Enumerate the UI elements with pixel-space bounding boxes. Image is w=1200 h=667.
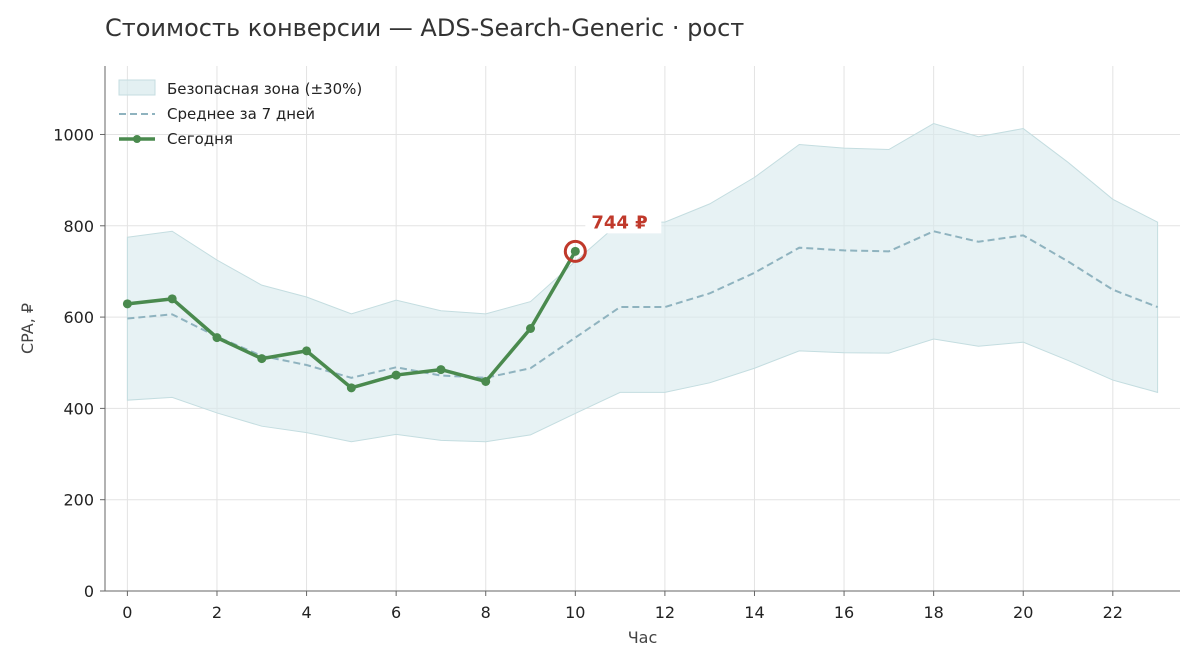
highlight-label-bg xyxy=(585,207,662,234)
y-tick-label: 600 xyxy=(63,308,94,327)
today-point xyxy=(167,294,177,304)
safe-zone-band xyxy=(126,122,1159,443)
today-point xyxy=(570,246,580,256)
x-tick-label: 18 xyxy=(923,603,943,622)
highlight-annotation: 744 ₽ xyxy=(563,207,662,263)
y-tick-label: 800 xyxy=(63,217,94,236)
tick-labels: 0 2 4 6 8 10 12 14 16 18 20 22 0 200 400 600 800 1000 xyxy=(53,125,1123,622)
today-point xyxy=(212,333,222,343)
x-tick-label: 14 xyxy=(744,603,764,622)
x-tick-label: 10 xyxy=(565,603,585,622)
legend-average-label: Среднее за 7 дней xyxy=(167,105,315,123)
average-line xyxy=(127,230,1158,379)
today-point xyxy=(436,365,446,375)
legend-today-marker xyxy=(133,135,141,143)
x-tick-label: 20 xyxy=(1013,603,1033,622)
x-tick-label: 2 xyxy=(212,603,222,622)
average-series xyxy=(127,230,1158,379)
today-point xyxy=(257,354,267,364)
x-tick-label: 8 xyxy=(481,603,491,622)
today-series xyxy=(122,246,580,393)
highlight-label: 744 ₽ xyxy=(591,212,647,233)
x-tick-label: 4 xyxy=(301,603,311,622)
legend-today-label: Сегодня xyxy=(167,130,233,148)
legend-band-swatch xyxy=(118,79,156,96)
x-axis-label: Час xyxy=(628,628,658,647)
y-tick-label: 0 xyxy=(84,582,94,601)
axis-labels: Час CPA, ₽ xyxy=(18,303,657,647)
safe-zone-area xyxy=(126,122,1159,443)
y-tick-label: 200 xyxy=(63,491,94,510)
legend-band-label: Безопасная зона (±30%) xyxy=(167,80,362,98)
legend: Безопасная зона (±30%) Среднее за 7 дней С… xyxy=(118,79,362,148)
highlight-ring xyxy=(563,239,587,263)
x-tick-label: 22 xyxy=(1103,603,1123,622)
y-axis-label: CPA, ₽ xyxy=(18,303,37,354)
today-point xyxy=(391,370,401,380)
x-tick-label: 6 xyxy=(391,603,401,622)
today-point xyxy=(526,324,536,333)
x-tick-label: 16 xyxy=(834,603,854,622)
y-tick-label: 1000 xyxy=(53,125,94,144)
x-tick-label: 0 xyxy=(122,603,132,622)
today-point xyxy=(346,383,356,393)
axes xyxy=(104,66,1180,592)
chart-title: Стоимость конверсии — ADS-Search-Generic… xyxy=(105,14,745,42)
today-point xyxy=(481,376,491,386)
x-tick-label: 12 xyxy=(655,603,675,622)
y-tick-label: 400 xyxy=(63,399,94,418)
today-point xyxy=(122,299,132,309)
today-point xyxy=(302,346,312,356)
